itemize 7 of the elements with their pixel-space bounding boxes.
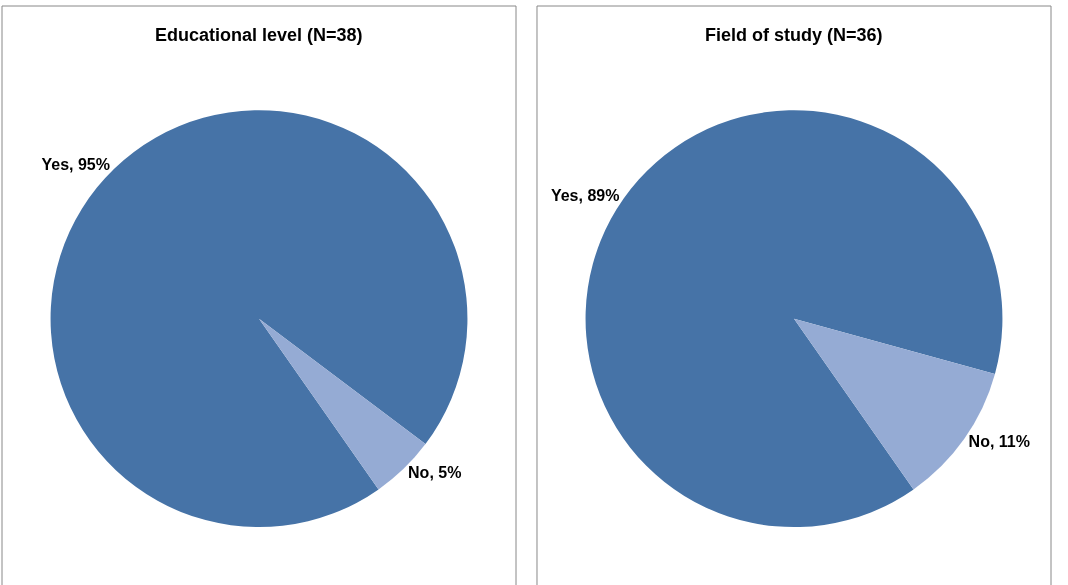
chart-title: Field of study (N=36) bbox=[705, 25, 883, 45]
chart-title: Educational level (N=38) bbox=[155, 25, 363, 45]
slice-label: Yes, 89% bbox=[550, 187, 620, 205]
slice-label: No, 11% bbox=[968, 433, 1030, 451]
slice-label: Yes, 95% bbox=[41, 155, 110, 173]
pie-slice bbox=[794, 318, 995, 490]
slice-label: No, 5% bbox=[408, 464, 462, 482]
